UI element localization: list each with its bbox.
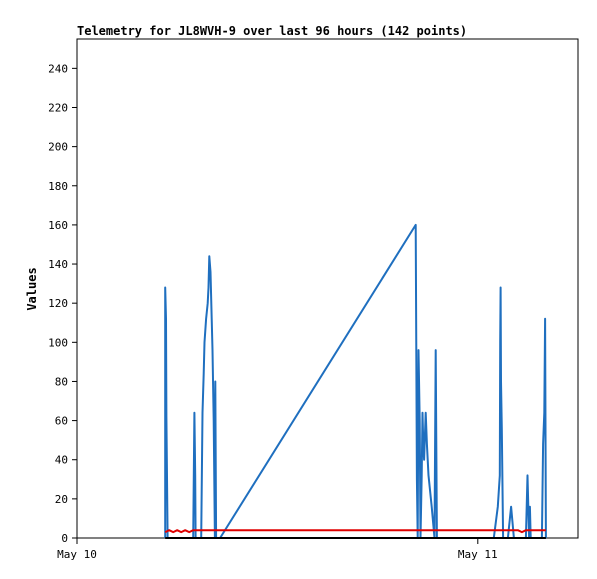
x-axis: May 10 May 11 bbox=[57, 538, 498, 561]
y-tick-label: 100 bbox=[48, 336, 68, 349]
y-tick-label: 140 bbox=[48, 258, 68, 271]
y-tick-label: 200 bbox=[48, 141, 68, 154]
y-tick-label: 220 bbox=[48, 101, 68, 114]
y-tick-label: 40 bbox=[55, 454, 68, 467]
series-layer bbox=[164, 223, 547, 539]
y-tick-label: 20 bbox=[55, 493, 68, 506]
y-tick-label: 0 bbox=[61, 532, 68, 545]
y-tick-label: 60 bbox=[55, 415, 68, 428]
x-tick-label: May 11 bbox=[458, 548, 498, 561]
x-tick-label: May 10 bbox=[57, 548, 97, 561]
y-axis-label: Values bbox=[25, 267, 39, 310]
series-line-2 bbox=[164, 529, 546, 534]
y-axis: 0 20 40 60 80 100 120 140 160 180 200 220 240 bbox=[48, 62, 77, 545]
chart-title: Telemetry for JL8WVH-9 over last 96 hour… bbox=[77, 24, 467, 38]
y-tick-label: 160 bbox=[48, 219, 68, 232]
y-tick-label: 180 bbox=[48, 180, 68, 193]
plot-area bbox=[76, 38, 579, 539]
y-tick-label: 120 bbox=[48, 297, 68, 310]
y-tick-label: 240 bbox=[48, 62, 68, 75]
y-tick-label: 80 bbox=[55, 375, 68, 388]
